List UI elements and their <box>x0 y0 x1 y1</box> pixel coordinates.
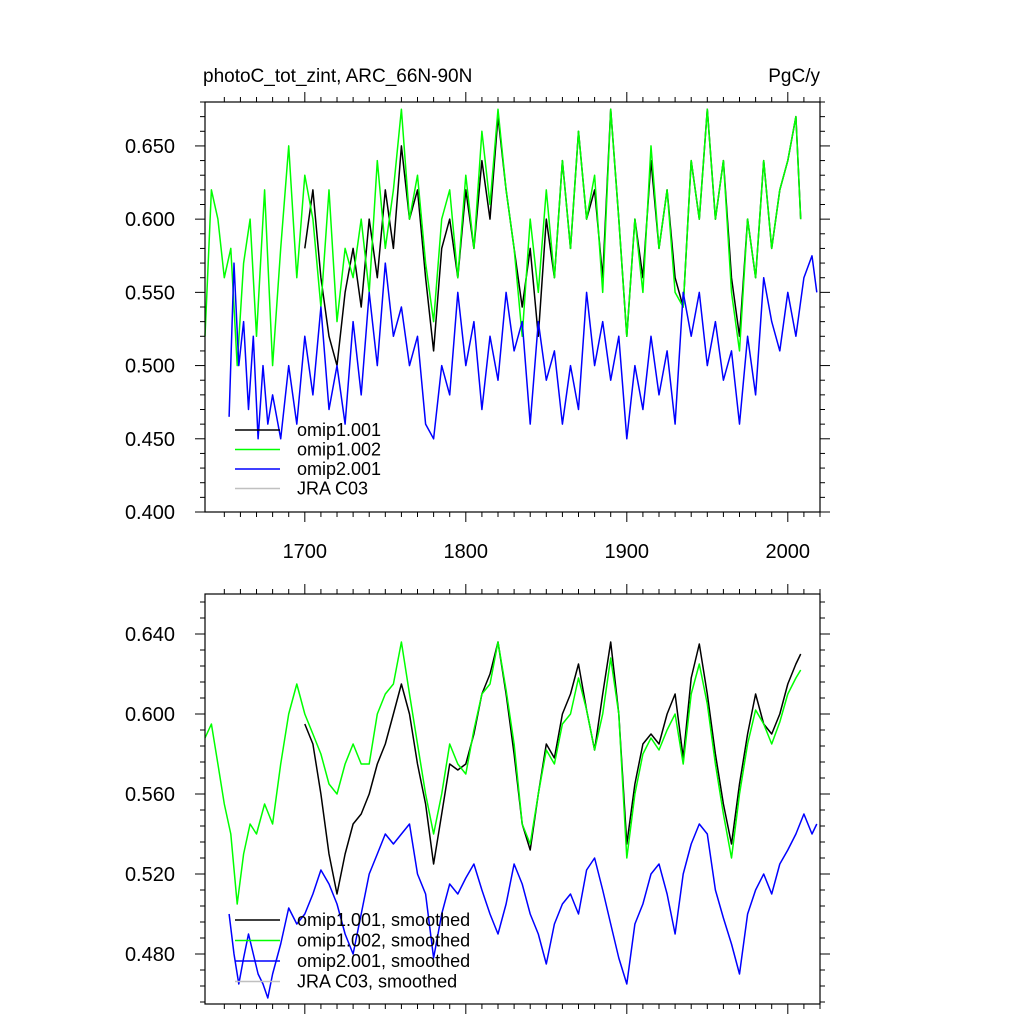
chart-title: photoC_tot_zint, ARC_66N-90N <box>203 66 472 87</box>
y-tick-label: 0.550 <box>125 282 175 304</box>
y-tick-label: 0.520 <box>125 864 175 886</box>
y-tick-label: 0.500 <box>125 356 175 378</box>
series-line-1 <box>204 108 802 367</box>
y-tick-label: 0.640 <box>125 624 175 646</box>
x-tick-label: 1900 <box>605 541 650 563</box>
bottom-panel: 0.480 0.520 0.560 0.600 0.640 omip1.001, smoo… <box>125 584 830 1014</box>
plot-frame <box>204 593 821 1005</box>
x-tick-label: 2000 <box>766 541 811 563</box>
y-tick-label: 0.400 <box>125 502 175 524</box>
y-tick-label: 0.450 <box>125 429 175 451</box>
x-tick-label: 1700 <box>283 541 328 563</box>
legend-label: omip1.002, smoothed <box>297 931 470 951</box>
y-tick-label: 0.600 <box>125 209 175 231</box>
series-line-1 <box>204 641 802 905</box>
legend-label: omip1.001 <box>297 420 381 440</box>
x-tick-label: 1800 <box>444 541 489 563</box>
legend-label: JRA C03 <box>297 479 368 499</box>
y-tick-label: 0.650 <box>125 136 175 158</box>
y-tick-label: 0.600 <box>125 704 175 726</box>
legend-label: omip2.001, smoothed <box>297 951 470 971</box>
y-tick-label: 0.480 <box>125 944 175 966</box>
series-line-0 <box>304 108 802 367</box>
series-line-2 <box>228 255 818 440</box>
legend-label: omip1.002 <box>297 440 381 460</box>
y-tick-label: 0.560 <box>125 784 175 806</box>
series-line-2 <box>228 813 818 999</box>
legend-label: omip2.001 <box>297 459 381 479</box>
series-line-0 <box>304 641 802 895</box>
legend-label: omip1.001, smoothed <box>297 910 470 930</box>
legend-label: JRA C03, smoothed <box>297 972 457 992</box>
units-label: PgC/y <box>768 66 820 87</box>
top-panel: photoC_tot_zint, ARC_66N-90N PgC/y 1700 1… <box>125 66 830 563</box>
